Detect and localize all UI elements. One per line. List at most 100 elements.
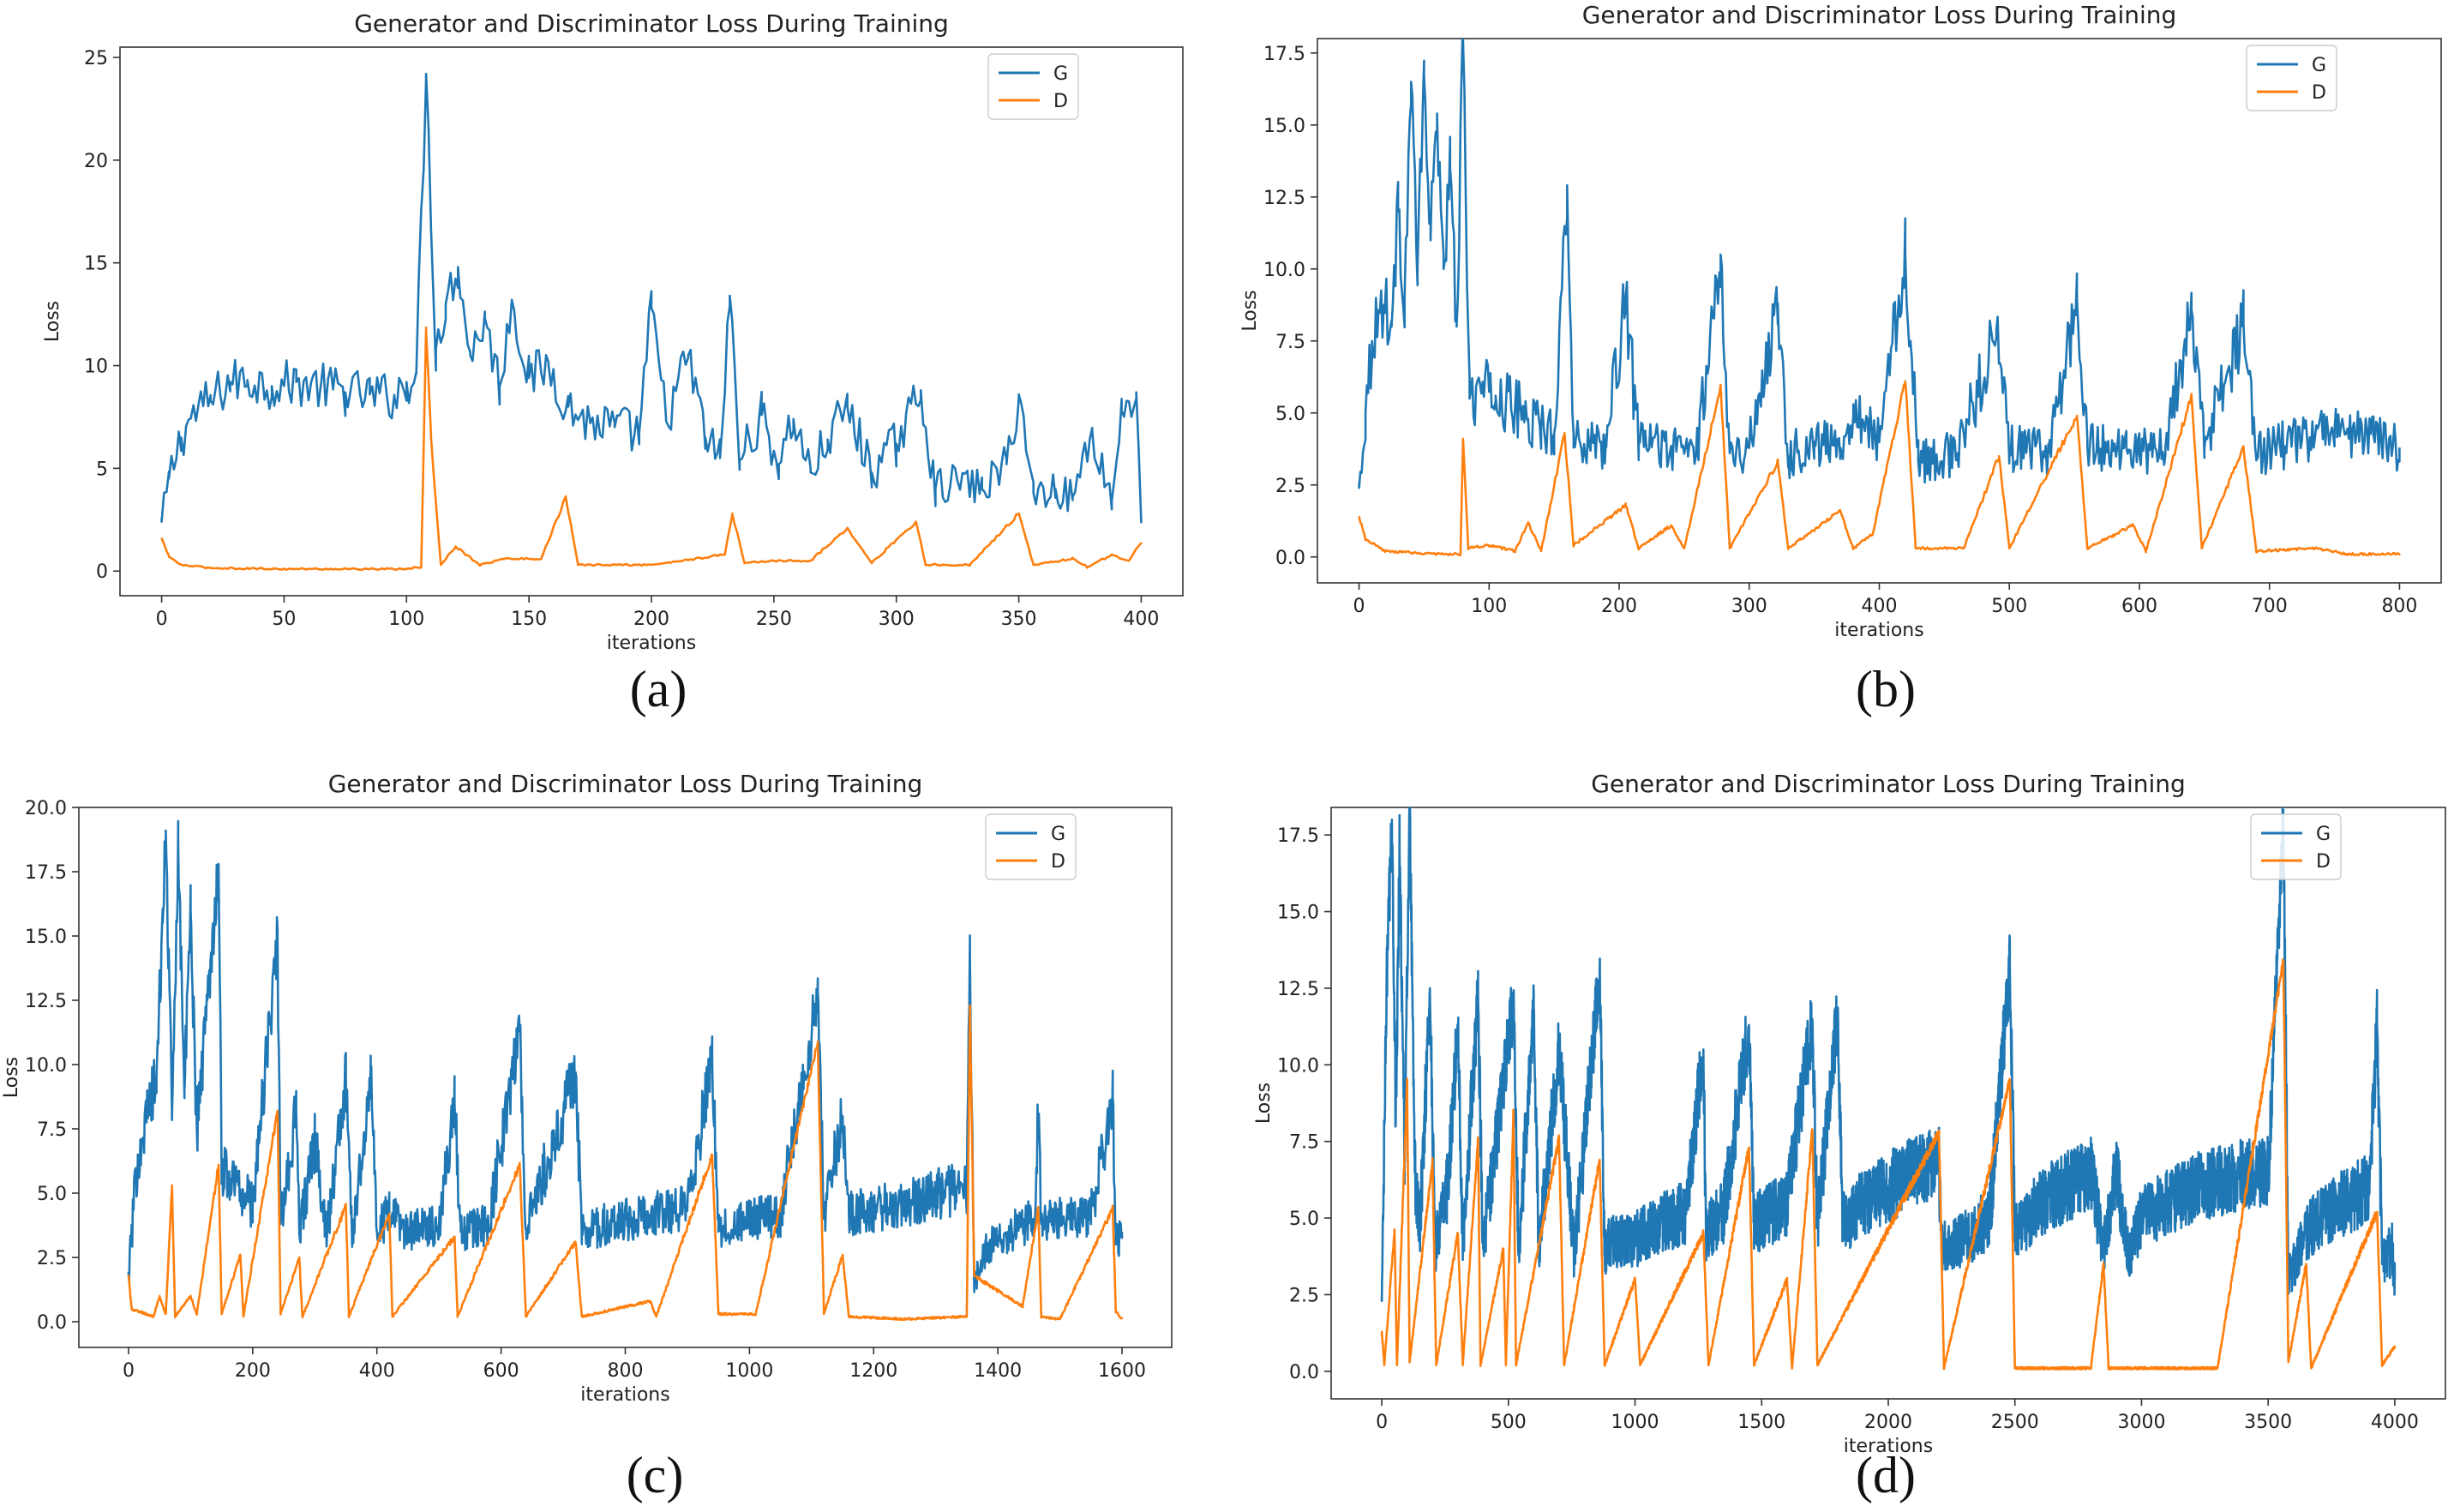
chart-b-ytick-label: 2.5 bbox=[1275, 476, 1305, 497]
chart-c-ytick-label: 20.0 bbox=[25, 798, 67, 819]
chart-d-xtick-label: 1000 bbox=[1611, 1412, 1659, 1433]
chart-c-xtick-label: 1200 bbox=[849, 1360, 897, 1382]
chart-b-legend-label-D: D bbox=[2312, 82, 2326, 104]
chart-a-xlabel: iterations bbox=[607, 633, 696, 654]
chart-c-ytick-label: 2.5 bbox=[37, 1248, 67, 1269]
chart-panel-c: Generator and Discriminator Loss During … bbox=[0, 756, 1224, 1512]
chart-a-xtick-label: 0 bbox=[156, 609, 168, 630]
chart-b-svg: Generator and Discriminator Loss During … bbox=[1239, 1, 2442, 641]
chart-d-ytick-label: 2.5 bbox=[1289, 1285, 1319, 1306]
chart-a-ylabel: Loss bbox=[42, 301, 63, 342]
chart-a-xtick-label: 350 bbox=[1001, 609, 1037, 630]
chart-b-legend bbox=[2246, 45, 2337, 111]
chart-b-ylabel: Loss bbox=[1239, 290, 1261, 331]
chart-d-xlabel: iterations bbox=[1844, 1436, 1933, 1457]
chart-b-series-G bbox=[1358, 39, 2401, 489]
chart-c-legend bbox=[985, 813, 1077, 880]
chart-c-caption: (c) bbox=[626, 1447, 684, 1503]
chart-a-title: Generator and Discriminator Loss During … bbox=[354, 9, 949, 38]
chart-c-title: Generator and Discriminator Loss During … bbox=[328, 770, 923, 798]
chart-a-series-D bbox=[160, 326, 1143, 571]
chart-d-xtick-label: 2500 bbox=[1991, 1412, 2039, 1433]
chart-b-xtick-label: 300 bbox=[1731, 596, 1767, 617]
chart-d-xtick-label: 2000 bbox=[1864, 1412, 1912, 1433]
chart-panel-b: Generator and Discriminator Loss During … bbox=[1224, 0, 2448, 756]
chart-a-legend bbox=[987, 53, 1079, 120]
chart-d-ylabel: Loss bbox=[1253, 1083, 1275, 1124]
chart-b-xtick-label: 0 bbox=[1353, 596, 1365, 617]
chart-d-ytick-label: 17.5 bbox=[1277, 825, 1319, 847]
chart-b-xtick-label: 400 bbox=[1862, 596, 1898, 617]
chart-c-legend-label-G: G bbox=[1051, 824, 1065, 845]
chart-d-ytick-label: 15.0 bbox=[1277, 903, 1319, 924]
chart-panel-d: Generator and Discriminator Loss During … bbox=[1224, 756, 2448, 1512]
chart-b-ytick-label: 10.0 bbox=[1263, 260, 1305, 281]
chart-c-ytick-label: 5.0 bbox=[37, 1184, 67, 1205]
chart-a-plot-frame bbox=[119, 46, 1184, 597]
chart-d-xtick-label: 0 bbox=[1376, 1412, 1388, 1433]
chart-a-xtick-label: 150 bbox=[511, 609, 547, 630]
chart-a-ytick-label: 25 bbox=[84, 48, 108, 69]
chart-d-ytick-label: 5.0 bbox=[1289, 1209, 1319, 1230]
chart-a-svg: Generator and Discriminator Loss During … bbox=[42, 9, 1184, 654]
chart-d-legend-label-G: G bbox=[2316, 824, 2331, 845]
chart-d-xtick-label: 500 bbox=[1491, 1412, 1527, 1433]
chart-d-ytick-label: 7.5 bbox=[1289, 1132, 1319, 1154]
chart-a-ytick-label: 15 bbox=[84, 254, 108, 275]
chart-b-xtick-label: 600 bbox=[2121, 596, 2157, 617]
chart-c-xtick-label: 1600 bbox=[1098, 1360, 1146, 1382]
chart-c-xtick-label: 800 bbox=[608, 1360, 644, 1382]
chart-b-ytick-label: 5.0 bbox=[1275, 404, 1305, 425]
chart-b-series-D bbox=[1358, 380, 2401, 556]
chart-c-xtick-label: 200 bbox=[235, 1360, 271, 1382]
chart-a-xtick-label: 100 bbox=[388, 609, 424, 630]
chart-c-series-D bbox=[127, 1004, 1124, 1322]
chart-a-ytick-label: 5 bbox=[96, 459, 108, 480]
chart-d-series-D bbox=[1380, 958, 2397, 1371]
chart-a-xtick-label: 400 bbox=[1123, 609, 1159, 630]
chart-a-legend-label-G: G bbox=[1053, 63, 1068, 85]
chart-c-ylabel: Loss bbox=[1, 1057, 22, 1098]
chart-a-xtick-label: 200 bbox=[633, 609, 669, 630]
chart-b-legend-label-G: G bbox=[2312, 55, 2326, 76]
chart-a-xtick-label: 50 bbox=[272, 609, 296, 630]
chart-c-ytick-label: 15.0 bbox=[25, 927, 67, 948]
chart-c-ytick-label: 10.0 bbox=[25, 1055, 67, 1077]
chart-c-legend-label-D: D bbox=[1051, 851, 1065, 873]
chart-c-ytick-label: 17.5 bbox=[25, 862, 67, 884]
chart-d-xtick-label: 1500 bbox=[1737, 1412, 1785, 1433]
chart-a-legend-label-D: D bbox=[1053, 91, 1068, 112]
chart-b-xtick-label: 800 bbox=[2381, 596, 2417, 617]
chart-b-ytick-label: 0.0 bbox=[1275, 548, 1305, 569]
chart-d-legend-label-D: D bbox=[2316, 851, 2331, 873]
chart-panel-a: Generator and Discriminator Loss During … bbox=[0, 0, 1224, 756]
chart-b-title: Generator and Discriminator Loss During … bbox=[1582, 1, 2177, 29]
chart-c-xtick-label: 0 bbox=[123, 1360, 135, 1382]
chart-b-ytick-label: 15.0 bbox=[1263, 116, 1305, 137]
chart-d-legend bbox=[2250, 813, 2342, 880]
chart-d-ytick-label: 0.0 bbox=[1289, 1362, 1319, 1383]
chart-b-ytick-label: 12.5 bbox=[1263, 188, 1305, 209]
chart-c-plot-frame bbox=[78, 807, 1173, 1348]
chart-a-series-G bbox=[160, 72, 1143, 524]
chart-d-ytick-label: 10.0 bbox=[1277, 1055, 1319, 1077]
chart-b-xlabel: iterations bbox=[1834, 620, 1923, 641]
chart-b-caption: (b) bbox=[1856, 661, 1916, 717]
chart-c-svg: Generator and Discriminator Loss During … bbox=[1, 770, 1173, 1406]
chart-c-xtick-label: 400 bbox=[359, 1360, 395, 1382]
chart-d-caption: (d) bbox=[1856, 1447, 1916, 1503]
chart-d-xtick-label: 3500 bbox=[2244, 1412, 2292, 1433]
chart-b-ytick-label: 17.5 bbox=[1263, 44, 1305, 65]
chart-c-xtick-label: 1000 bbox=[725, 1360, 773, 1382]
chart-c-ytick-label: 7.5 bbox=[37, 1119, 67, 1141]
chart-c-ytick-label: 0.0 bbox=[37, 1312, 67, 1334]
chart-b-xtick-label: 200 bbox=[1601, 596, 1637, 617]
chart-d-series-G bbox=[1380, 807, 2397, 1302]
chart-d-xtick-label: 4000 bbox=[2371, 1412, 2419, 1433]
chart-b-xtick-label: 700 bbox=[2252, 596, 2288, 617]
chart-a-ytick-label: 10 bbox=[84, 357, 108, 378]
chart-d-ytick-label: 12.5 bbox=[1277, 979, 1319, 1000]
chart-c-xtick-label: 600 bbox=[483, 1360, 519, 1382]
chart-b-plot-frame bbox=[1317, 38, 2442, 584]
chart-d-svg: Generator and Discriminator Loss During … bbox=[1253, 770, 2446, 1457]
